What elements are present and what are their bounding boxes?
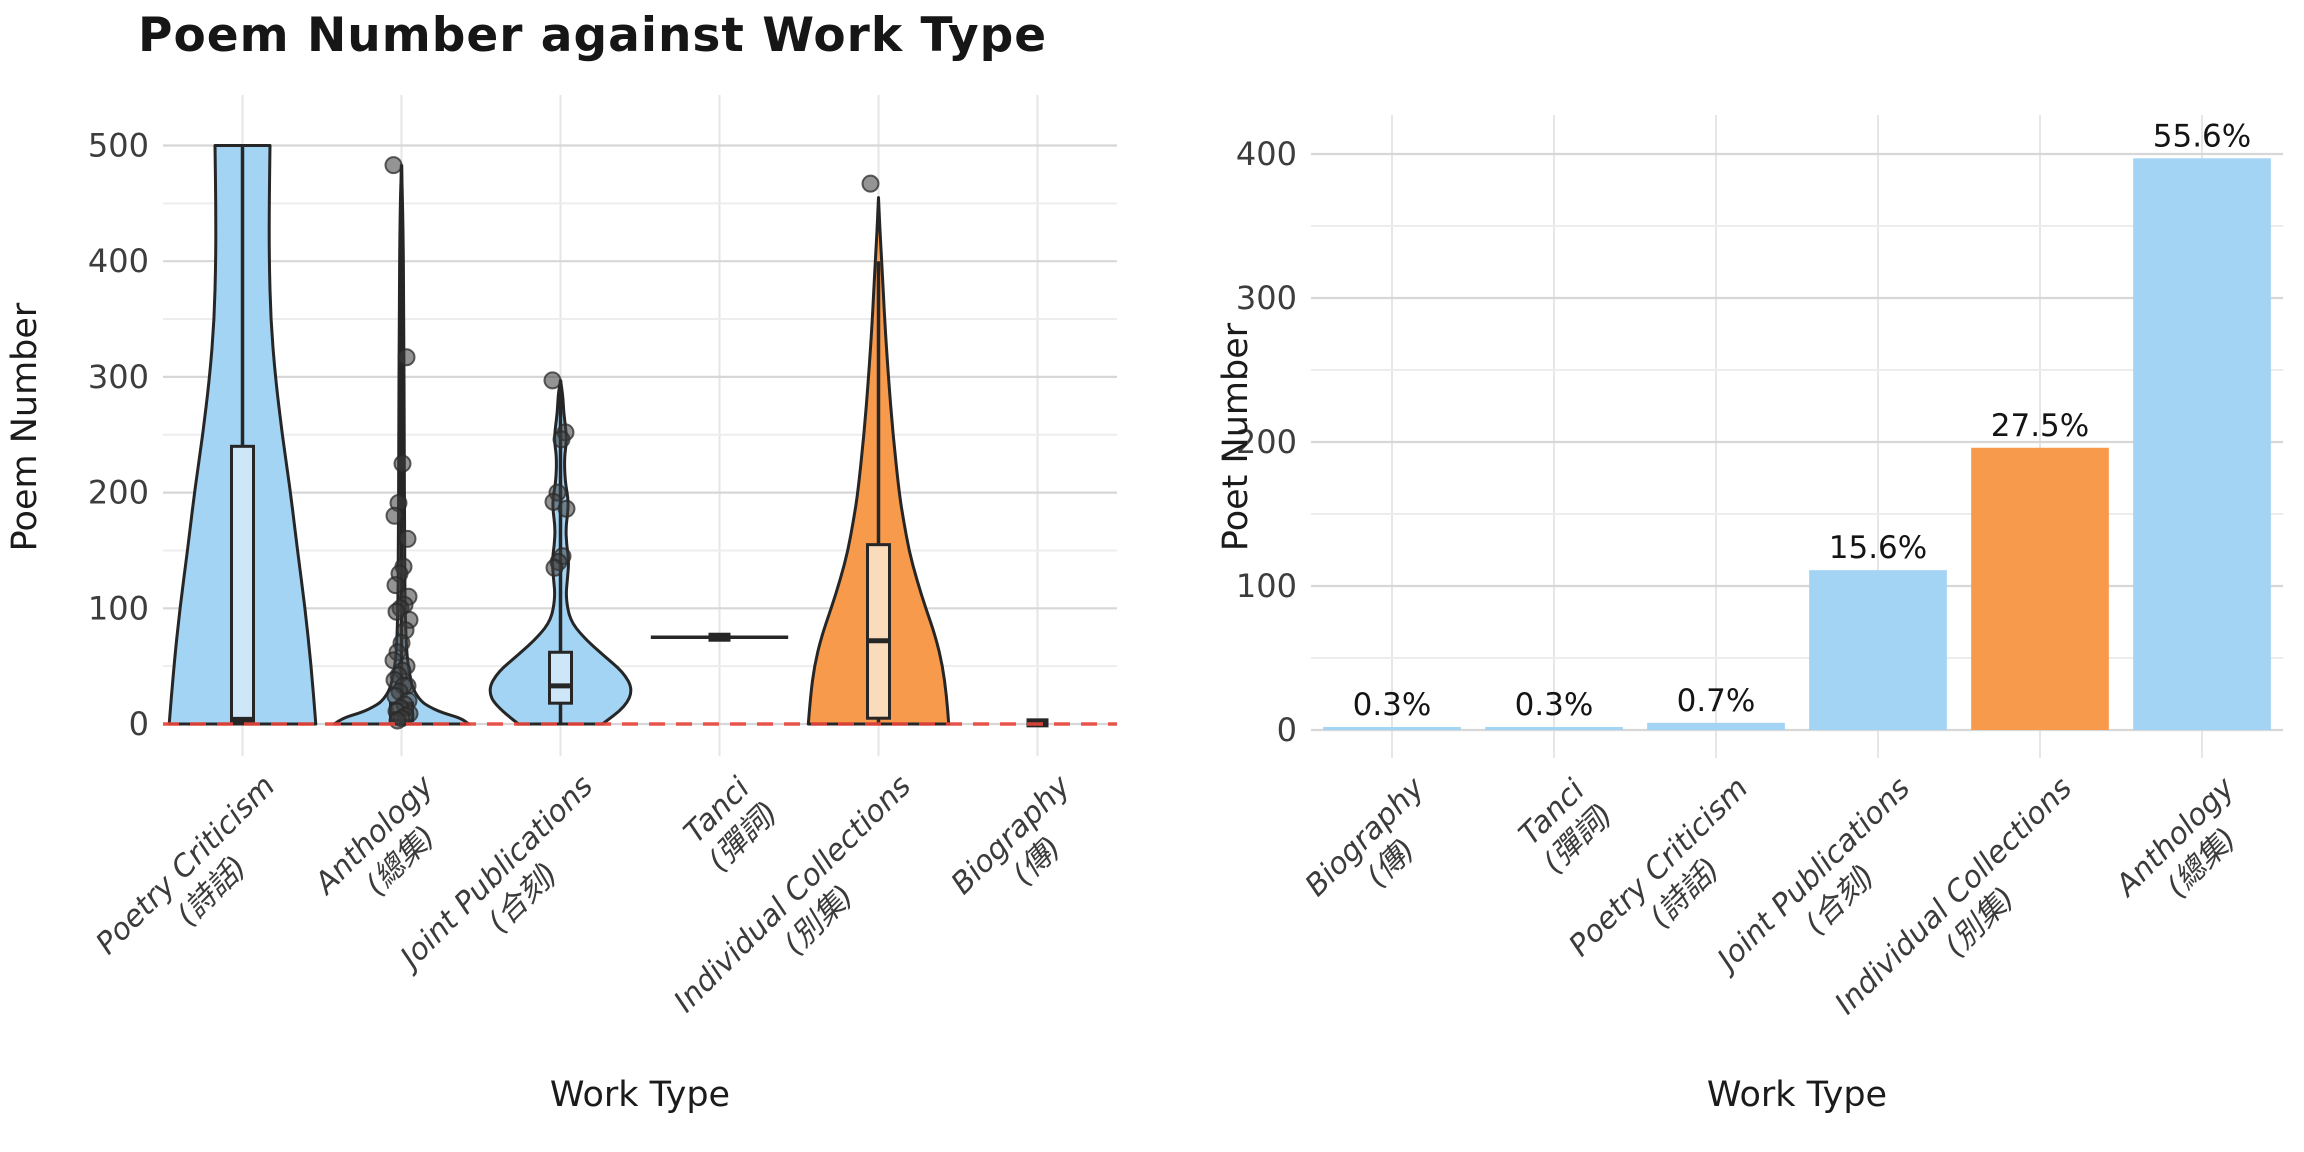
jitter-point bbox=[552, 430, 571, 449]
bar bbox=[2133, 158, 2271, 730]
jitter-point bbox=[398, 529, 417, 548]
box-iqr bbox=[866, 543, 891, 720]
jitter-point bbox=[543, 371, 562, 390]
y-tick-label: 100 bbox=[88, 589, 149, 627]
y-tick-label: 400 bbox=[88, 242, 149, 280]
bar bbox=[1323, 727, 1461, 730]
single-value-median-mark bbox=[708, 632, 731, 642]
jitter-point bbox=[393, 454, 412, 473]
bar bbox=[1971, 447, 2109, 730]
jitter-point bbox=[388, 711, 407, 730]
left-x-axis-title: Work Type bbox=[550, 1075, 730, 1115]
jitter-point bbox=[384, 156, 403, 175]
jitter-point bbox=[385, 506, 404, 525]
bar bbox=[1485, 727, 1623, 730]
right-y-axis-title: Poet Number bbox=[1216, 322, 1256, 551]
bar-percent-label: 15.6% bbox=[1829, 530, 1927, 566]
y-tick-label: 400 bbox=[1236, 135, 1297, 173]
y-tick-label: 0 bbox=[1277, 711, 1297, 749]
bar bbox=[1809, 570, 1947, 730]
y-tick-label: 300 bbox=[1236, 279, 1297, 317]
y-tick-label: 500 bbox=[88, 127, 149, 165]
y-tick-label: 200 bbox=[88, 474, 149, 512]
y-tick-label: 100 bbox=[1236, 567, 1297, 605]
bar-percent-label: 0.7% bbox=[1677, 683, 1756, 719]
jitter-point bbox=[861, 174, 880, 193]
bar-chart: 0 100 200 300 400 0.3% 0.3% 0.7% 15.6% 27.5% 55.6% bbox=[1236, 115, 2283, 758]
box-iqr bbox=[230, 444, 255, 724]
bar-percent-label: 55.6% bbox=[2153, 118, 2251, 154]
jitter-point bbox=[545, 558, 564, 577]
violin-chart: 0 100 200 300 400 500 bbox=[88, 95, 1117, 756]
bar bbox=[1647, 722, 1785, 730]
chart-title: Poem Number against Work Type bbox=[138, 8, 1048, 63]
bar-percent-label: 0.3% bbox=[1515, 687, 1594, 723]
bar-percent-label: 27.5% bbox=[1991, 408, 2089, 444]
right-x-axis-title: Work Type bbox=[1707, 1075, 1887, 1115]
y-tick-label: 200 bbox=[1236, 423, 1297, 461]
jitter-point bbox=[387, 602, 406, 621]
jitter-point bbox=[557, 499, 576, 518]
y-tick-label: 0 bbox=[129, 705, 149, 743]
box-iqr bbox=[548, 650, 573, 705]
bar-percent-label: 0.3% bbox=[1353, 687, 1432, 723]
left-y-axis-title: Poem Number bbox=[5, 302, 45, 551]
y-tick-label: 300 bbox=[88, 358, 149, 396]
jitter-point bbox=[386, 576, 405, 595]
jitter-point bbox=[397, 348, 416, 367]
